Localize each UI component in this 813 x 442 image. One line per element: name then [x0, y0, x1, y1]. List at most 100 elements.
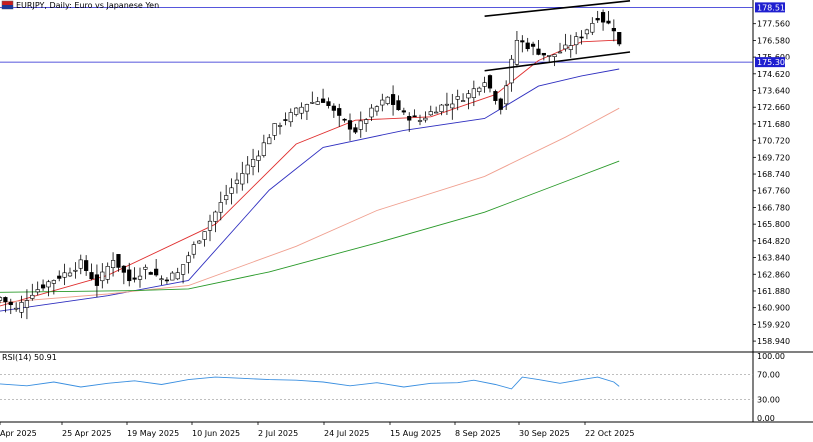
candle-body: [110, 260, 116, 268]
candle-body: [369, 107, 374, 118]
candle-body: [364, 119, 369, 124]
trendline: [484, 51, 631, 72]
candle-body: [164, 279, 170, 282]
candle-body: [380, 99, 385, 106]
candle-body: [407, 116, 412, 121]
rsi-tick-label: 100.00: [757, 352, 785, 361]
horizontal-lines: [0, 6, 753, 63]
candle-body: [455, 96, 460, 100]
price-tick-label: 173.640: [757, 87, 790, 96]
candle-body: [240, 173, 245, 185]
candle-body: [267, 137, 272, 145]
candle-body: [509, 58, 514, 84]
candle-body: [563, 44, 568, 50]
candle-body: [116, 254, 121, 268]
candle-body: [24, 300, 30, 308]
candle-body: [477, 87, 482, 92]
candle-body: [374, 106, 380, 112]
candle-body: [493, 91, 498, 101]
candle-body: [358, 120, 363, 130]
price-tick-label: 171.680: [757, 120, 790, 129]
candle-body: [245, 164, 250, 175]
candle-body: [46, 281, 51, 288]
price-tick-label: 174.620: [757, 70, 790, 79]
moving-average-line: [0, 107, 620, 304]
candle-body: [525, 42, 530, 50]
candle-body: [35, 289, 40, 293]
rsi-tick-label: 30.00: [757, 395, 780, 404]
candle-body: [272, 123, 277, 136]
candle-body: [14, 307, 19, 310]
candle-body: [315, 101, 320, 105]
candle-body: [498, 98, 503, 110]
candle-body: [261, 142, 266, 156]
moving-average-line: [0, 39, 620, 307]
candle-body: [434, 111, 439, 114]
candle-body: [304, 104, 310, 112]
price-tick-label: 164.820: [757, 237, 790, 246]
price-tick-label: 160.900: [757, 304, 790, 313]
candle-body: [487, 75, 493, 89]
candle-body: [326, 101, 331, 106]
candle-body: [51, 280, 56, 284]
candle-body: [450, 103, 455, 109]
price-tick-label: 170.720: [757, 136, 790, 145]
price-tick-label: 168.740: [757, 170, 790, 179]
candle-body: [288, 112, 293, 123]
time-tick-label: 15 Aug 2025: [390, 429, 441, 438]
candle-body: [466, 93, 471, 99]
trendline: [484, 0, 631, 17]
candle-body: [137, 275, 143, 280]
candle-body: [530, 43, 536, 47]
candle-body: [385, 96, 390, 104]
candle-body: [132, 277, 137, 280]
candle-body: [482, 82, 487, 87]
candle-body: [154, 268, 159, 276]
price-tick-label: 161.880: [757, 287, 790, 296]
candle-body: [197, 240, 202, 244]
candle-body: [84, 260, 89, 271]
price-axis: 177.560176.580175.600174.620173.640172.6…: [753, 20, 790, 346]
candle-body: [234, 179, 240, 184]
candle-body: [320, 98, 326, 103]
time-tick-label: 24 Jul 2025: [324, 429, 369, 438]
candle-body: [471, 88, 476, 98]
symbol-title-text: EURJPY, Daily: Euro vs Japanese Yen: [16, 1, 159, 10]
moving-averages: [0, 39, 620, 312]
candle-body: [600, 12, 606, 23]
candle-body: [202, 231, 207, 240]
candle-body: [444, 103, 450, 106]
candle-body: [148, 272, 153, 275]
candle-body: [180, 264, 186, 275]
candle-body: [412, 115, 417, 118]
candle-body: [617, 32, 622, 45]
candle-body: [568, 45, 573, 50]
candle-body: [347, 120, 353, 130]
price-tick-label: 165.800: [757, 220, 790, 229]
candle-body: [218, 202, 223, 213]
candle-body: [611, 28, 616, 32]
candle-body: [30, 294, 35, 299]
candle-body: [143, 266, 148, 270]
candle-body: [460, 100, 466, 102]
candle-body: [57, 275, 62, 279]
candle-body: [186, 255, 191, 263]
price-hline-label-bg: [755, 2, 785, 13]
candle-body: [224, 195, 229, 201]
time-tick-label: 22 Oct 2025: [585, 429, 634, 438]
time-tick-label: 8 Sep 2025: [455, 429, 501, 438]
candle-body: [67, 272, 73, 277]
candle-body: [73, 269, 78, 272]
candle-body: [40, 284, 46, 289]
candle-body: [94, 274, 100, 286]
time-tick-label: Apr 2025: [0, 429, 37, 438]
moving-average-line: [0, 160, 620, 293]
candle-body: [175, 272, 180, 280]
symbol-flag-icon-lower: [2, 5, 13, 9]
symbol-title: EURJPY, Daily: Euro vs Japanese Yen: [1, 0, 159, 10]
candle-body: [557, 51, 563, 54]
candle-body: [606, 20, 611, 24]
rsi-indicator: 100.00 70.00 30.00 0.00: [0, 352, 785, 423]
candle-body: [514, 40, 520, 65]
